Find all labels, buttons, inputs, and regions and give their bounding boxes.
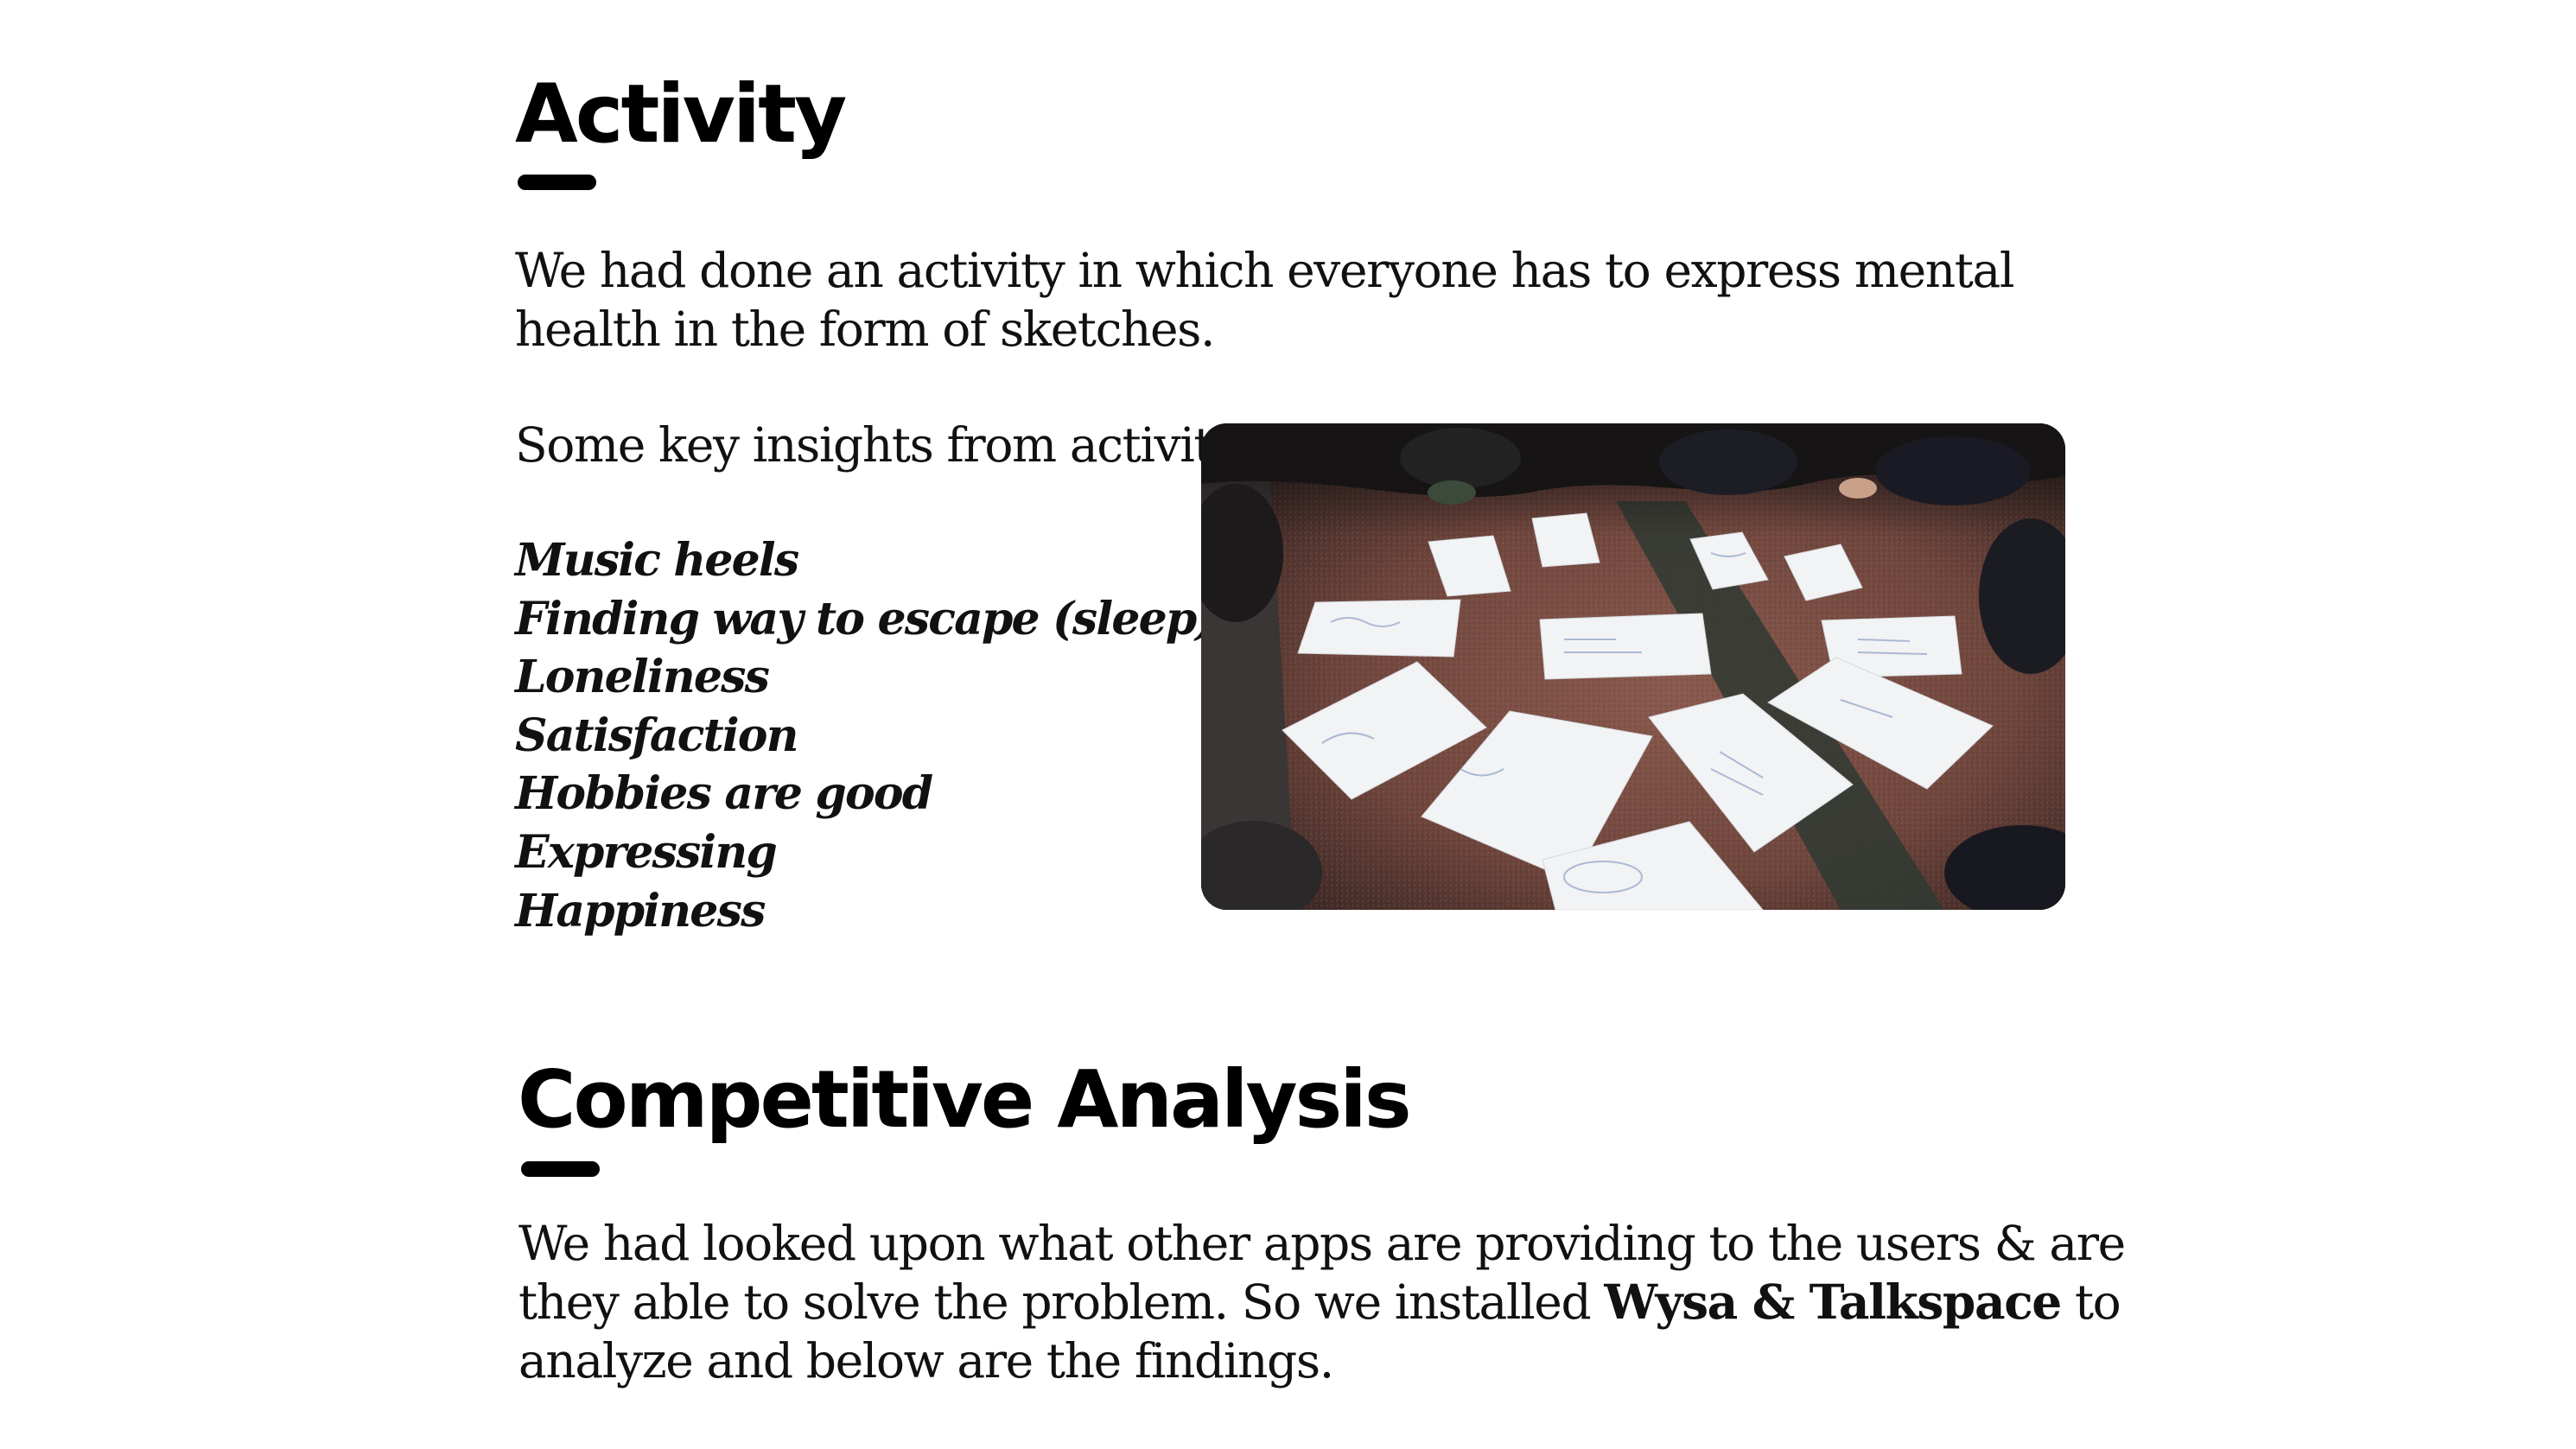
activity-intro-text: We had done an activity in which everyon… [515, 243, 2014, 357]
insight-item: Happiness [515, 884, 766, 937]
insight-item: Loneliness [515, 651, 770, 704]
insight-item: Hobbies are good [515, 767, 933, 821]
insight-item: Expressing [515, 825, 778, 879]
insights-label: Some key insights from activity : [515, 417, 1267, 473]
competitive-text-part-1: We had looked upon what other apps are p… [518, 1216, 2126, 1330]
competitive-analysis-heading: Competitive Analysis [518, 1053, 1412, 1146]
competitive-analysis-text: We had looked upon what other apps are p… [518, 1214, 2160, 1390]
insight-item: Finding way to escape (sleep) [515, 592, 1217, 645]
activity-heading: Activity [515, 67, 847, 162]
insight-item: Satisfaction [515, 709, 798, 762]
activity-heading-underline [518, 175, 596, 190]
insight-item: Music heels [515, 534, 799, 587]
insights-list: Music heels Finding way to escape (sleep… [515, 531, 1217, 940]
competitive-analysis-heading-underline [521, 1161, 600, 1177]
activity-sketches-photo [1201, 423, 2065, 910]
competitive-apps-bold: Wysa & Talkspace [1604, 1274, 2062, 1330]
competitive-text-part-2: to analyze and below are the findings. [518, 1274, 2121, 1389]
